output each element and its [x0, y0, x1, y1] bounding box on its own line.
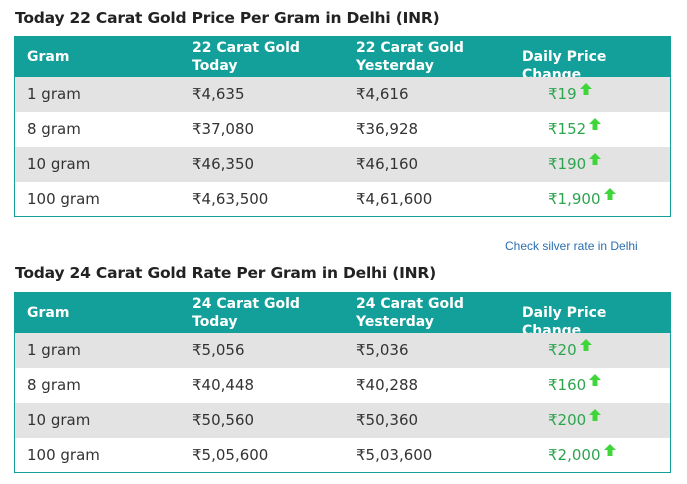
price-change-cell: ₹200 — [548, 408, 602, 429]
yesterday-price-cell: ₹5,036 — [356, 341, 409, 359]
today-price-cell: ₹5,05,600 — [192, 446, 269, 464]
table-24k-title: Today 24 Carat Gold Rate Per Gram in Del… — [15, 264, 437, 282]
yesterday-price-cell: ₹5,03,600 — [356, 446, 433, 464]
today-price-cell: ₹40,448 — [192, 376, 255, 394]
table-header-row: Gram 22 Carat Gold Today 22 Carat Gold Yeste… — [15, 37, 670, 83]
gram-cell: 10 gram — [27, 411, 91, 429]
gram-cell: 100 gram — [27, 190, 100, 208]
today-price-cell: ₹4,635 — [192, 85, 245, 103]
table-header-row: Gram 24 Carat Gold Today 24 Carat Gold Yeste… — [15, 293, 670, 339]
price-change-cell: ₹2,000 — [548, 443, 617, 464]
yesterday-price-cell: ₹36,928 — [356, 120, 419, 138]
yesterday-price-cell: ₹46,160 — [356, 155, 419, 173]
table-row: 1 gram ₹5,056 ₹5,036 ₹20 — [15, 333, 670, 368]
table-row: 1 gram ₹4,635 ₹4,616 ₹19 — [15, 77, 670, 112]
up-arrow-icon — [588, 152, 602, 166]
price-change-cell: ₹190 — [548, 152, 602, 173]
today-price-cell: ₹37,080 — [192, 120, 255, 138]
table-22k-title: Today 22 Carat Gold Price Per Gram in De… — [15, 9, 440, 27]
up-arrow-icon — [579, 82, 593, 96]
column-header: Gram — [27, 49, 70, 65]
table-row: 100 gram ₹5,05,600 ₹5,03,600 ₹2,000 — [15, 438, 670, 473]
up-arrow-icon — [603, 187, 617, 201]
price-change-cell: ₹19 — [548, 82, 593, 103]
up-arrow-icon — [579, 338, 593, 352]
gram-cell: 1 gram — [27, 341, 81, 359]
yesterday-price-cell: ₹40,288 — [356, 376, 419, 394]
gram-cell: 8 gram — [27, 376, 81, 394]
gold-24k-price-table: Gram 24 Carat Gold Today 24 Carat Gold Yeste… — [14, 292, 671, 473]
price-change-cell: ₹20 — [548, 338, 593, 359]
table-row: 8 gram ₹40,448 ₹40,288 ₹160 — [15, 368, 670, 403]
gram-cell: 10 gram — [27, 155, 91, 173]
today-price-cell: ₹4,63,500 — [192, 190, 269, 208]
table-row: 100 gram ₹4,63,500 ₹4,61,600 ₹1,900 — [15, 182, 670, 217]
yesterday-price-cell: ₹4,61,600 — [356, 190, 433, 208]
table-row: 10 gram ₹50,560 ₹50,360 ₹200 — [15, 403, 670, 438]
up-arrow-icon — [588, 408, 602, 422]
yesterday-price-cell: ₹50,360 — [356, 411, 419, 429]
up-arrow-icon — [588, 373, 602, 387]
today-price-cell: ₹46,350 — [192, 155, 255, 173]
gold-22k-price-table: Gram 22 Carat Gold Today 22 Carat Gold Yeste… — [14, 36, 671, 217]
price-change-cell: ₹160 — [548, 373, 602, 394]
column-header: 24 Carat Gold Yesterday — [356, 296, 464, 330]
table-row: 8 gram ₹37,080 ₹36,928 ₹152 — [15, 112, 670, 147]
gram-cell: 100 gram — [27, 446, 100, 464]
silver-rate-link[interactable]: Check silver rate in Delhi — [505, 239, 638, 253]
column-header: Gram — [27, 305, 70, 321]
column-header: 22 Carat Gold Today — [192, 40, 300, 74]
price-change-cell: ₹152 — [548, 117, 602, 138]
yesterday-price-cell: ₹4,616 — [356, 85, 409, 103]
gram-cell: 1 gram — [27, 85, 81, 103]
gram-cell: 8 gram — [27, 120, 81, 138]
column-header: 24 Carat Gold Today — [192, 296, 300, 330]
column-header: 22 Carat Gold Yesterday — [356, 40, 464, 74]
price-change-cell: ₹1,900 — [548, 187, 617, 208]
up-arrow-icon — [588, 117, 602, 131]
today-price-cell: ₹50,560 — [192, 411, 255, 429]
table-row: 10 gram ₹46,350 ₹46,160 ₹190 — [15, 147, 670, 182]
today-price-cell: ₹5,056 — [192, 341, 245, 359]
up-arrow-icon — [603, 443, 617, 457]
